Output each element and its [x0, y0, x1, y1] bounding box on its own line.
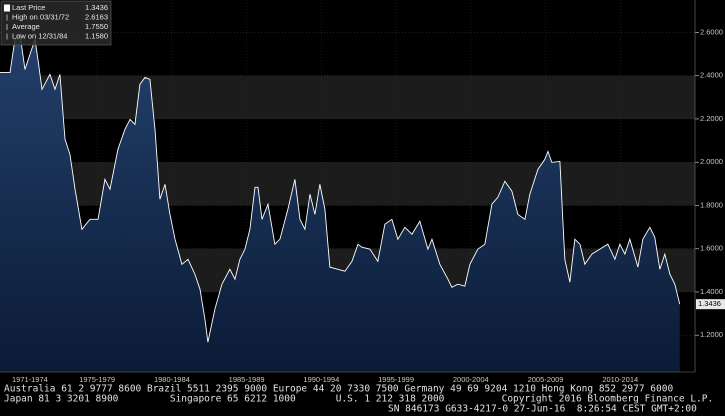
footer-text: Japan 81 3 3201 8900 Singapore 65 6212 1… — [4, 394, 713, 405]
x-tick-label: 2010-2014 — [602, 375, 638, 384]
area-fill — [0, 34, 680, 372]
y-tick-label: 2.4000 — [700, 71, 723, 80]
legend-name: Low on 12/31/84 — [12, 31, 67, 40]
legend-box — [0, 0, 112, 46]
footer-text: Australia 61 2 9777 8600 Brazil 5511 239… — [4, 384, 673, 395]
x-tick-label: 2000-2004 — [453, 375, 489, 384]
legend-value: 2.6163 — [85, 12, 108, 21]
legend: Last Price 1.3436 High on 03/31/72 2.6163 Av… — [0, 0, 112, 46]
x-tick-label: 1985-1989 — [229, 375, 265, 384]
y-tick-label: 1.8000 — [700, 200, 723, 209]
legend-value: 1.7550 — [85, 22, 108, 31]
legend-name: High on 03/31/72 — [12, 12, 69, 21]
x-tick-label: 1995-1999 — [378, 375, 414, 384]
x-tick-label: 1975-1979 — [79, 375, 115, 384]
y-tick-label: 1.4000 — [700, 287, 723, 296]
legend-value: 1.3436 — [85, 3, 108, 12]
x-tick-label: 1971-1974 — [12, 375, 48, 384]
plot — [0, 33, 681, 372]
last-price-label: 1.3436 — [698, 299, 721, 308]
last-price-tag — [696, 299, 725, 310]
legend-name: Last Price — [12, 3, 45, 12]
legend-name: Average — [12, 22, 40, 31]
y-tick-label: 2.6000 — [700, 27, 723, 36]
x-tick-label: 1990-1994 — [303, 375, 339, 384]
y-tick-label: 1.2000 — [700, 330, 723, 339]
legend-value: 1.1580 — [85, 31, 108, 40]
grid-band — [0, 75, 695, 119]
x-tick-label: 1980-1984 — [154, 375, 190, 384]
line — [0, 33, 681, 343]
y-tick-label: 2.0000 — [700, 157, 723, 166]
x-tick-label: 2005-2009 — [528, 375, 564, 384]
footer-text: SN 846173 G633-4217-0 27-Jun-16 8:26:54 … — [388, 404, 697, 415]
y-tick-label: 2.2000 — [700, 114, 723, 123]
legend-swatch — [4, 4, 10, 12]
y-tick-label: 1.6000 — [700, 244, 723, 253]
